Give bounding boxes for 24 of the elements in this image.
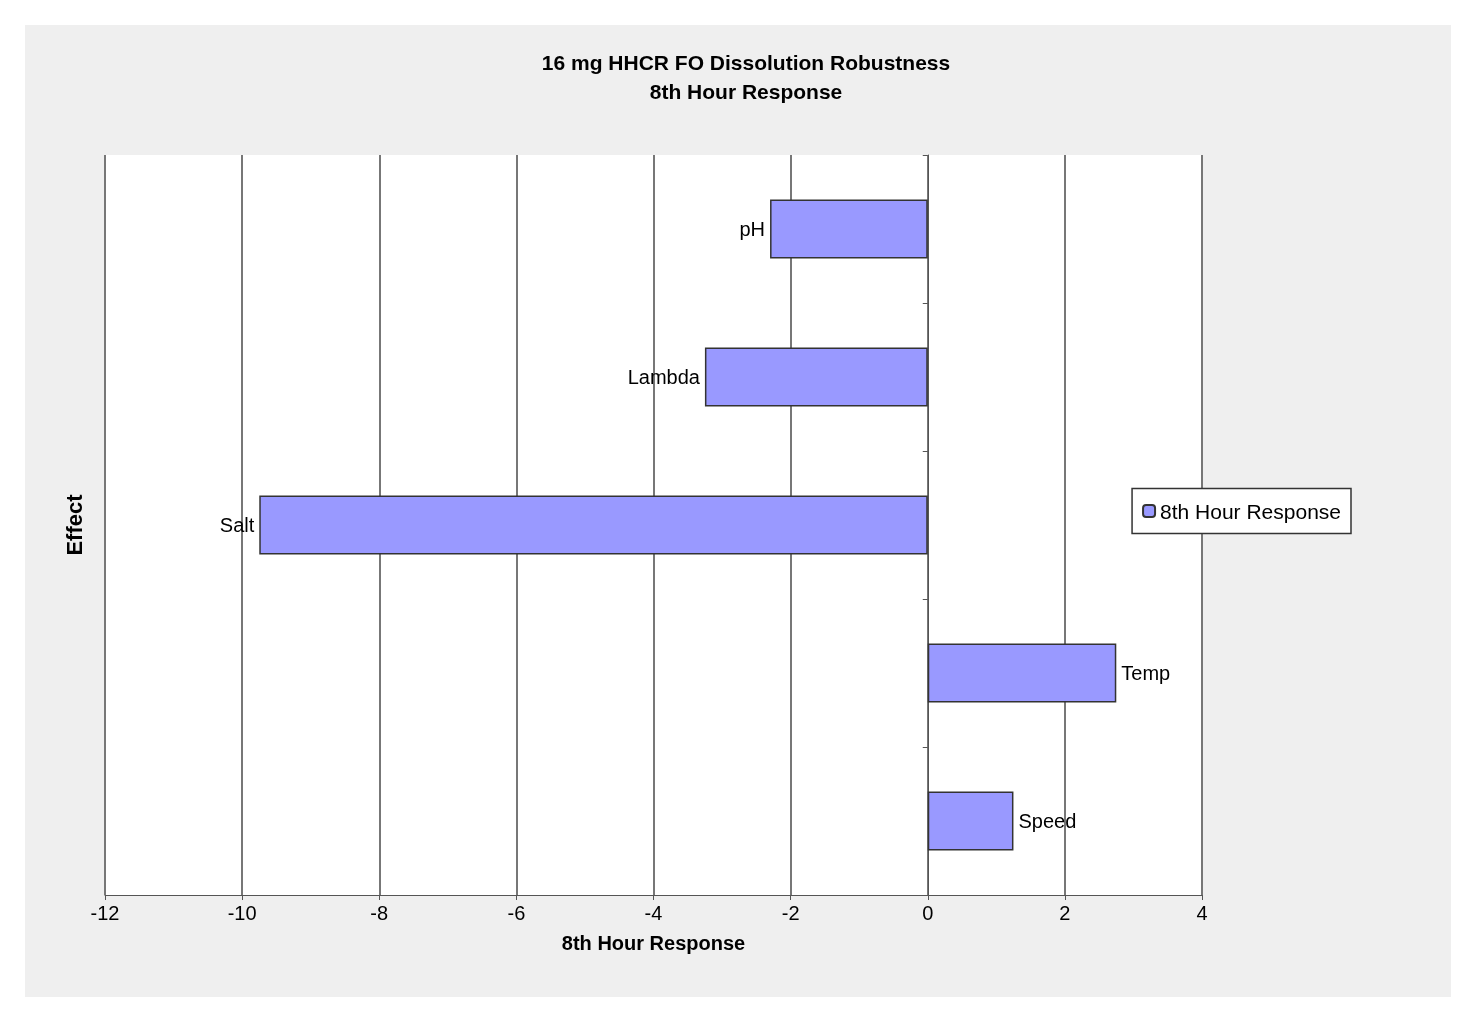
x-tick-label: -6 [507, 902, 526, 924]
x-axis-title: 8th Hour Response [561, 932, 746, 954]
legend-label: 8th Hour Response [1160, 499, 1342, 523]
x-tick-label: 2 [1059, 902, 1071, 924]
chart-subtitle: 8th Hour Response [649, 80, 843, 103]
chart-title: 16 mg HHCR FO Dissolution Robustness [541, 51, 951, 74]
x-tick-label: -10 [227, 902, 257, 924]
bar [704, 347, 928, 407]
x-tick-label: 4 [1196, 902, 1208, 924]
y-tick-label: Lambda [627, 366, 701, 388]
x-tick-label: -4 [644, 902, 663, 924]
bar [259, 495, 928, 555]
y-tick-label: Salt [219, 514, 255, 536]
x-tick-label: -12 [90, 902, 120, 924]
y-tick-label: pH [739, 218, 766, 240]
x-tick-label: 0 [922, 902, 934, 924]
y-tick-label: Temp [1121, 662, 1171, 684]
x-tick-label: -8 [370, 902, 389, 924]
bar [927, 643, 1117, 703]
y-tick-label: Speed [1018, 810, 1077, 832]
y-axis-title: Effect [61, 493, 87, 556]
bar [770, 199, 928, 259]
x-tick-label: -2 [781, 902, 800, 924]
bar [927, 791, 1014, 851]
